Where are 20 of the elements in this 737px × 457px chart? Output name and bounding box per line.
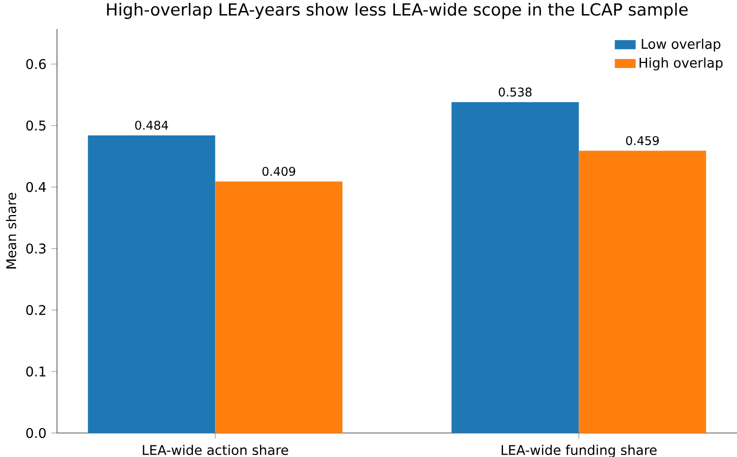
y-axis-title: Mean share [6,192,16,268]
x-tick-label: LEA-wide action share [142,444,288,456]
y-tick-label: 0.0 [26,428,46,438]
data-label: 0.538 [498,88,532,97]
y-tick-label: 0.2 [26,304,46,316]
y-tick-label: 0.4 [26,182,46,192]
bar [452,102,579,433]
bar [88,135,216,433]
chart-title: High-overlap LEA-years show less LEA-wide scope in the LCAP sample [107,2,688,19]
legend-label: High overlap [640,57,723,70]
bar [578,150,706,433]
y-tick-label: 0.6 [26,58,46,70]
bar [215,182,342,433]
legend-label: Low overlap [642,38,720,52]
y-tick-label: 0.3 [26,243,46,254]
data-label: 0.459 [626,136,659,146]
y-tick-label: 0.1 [26,366,46,377]
data-label: 0.484 [135,120,168,130]
data-label: 0.409 [262,166,296,176]
y-tick-label: 0.5 [26,120,46,131]
